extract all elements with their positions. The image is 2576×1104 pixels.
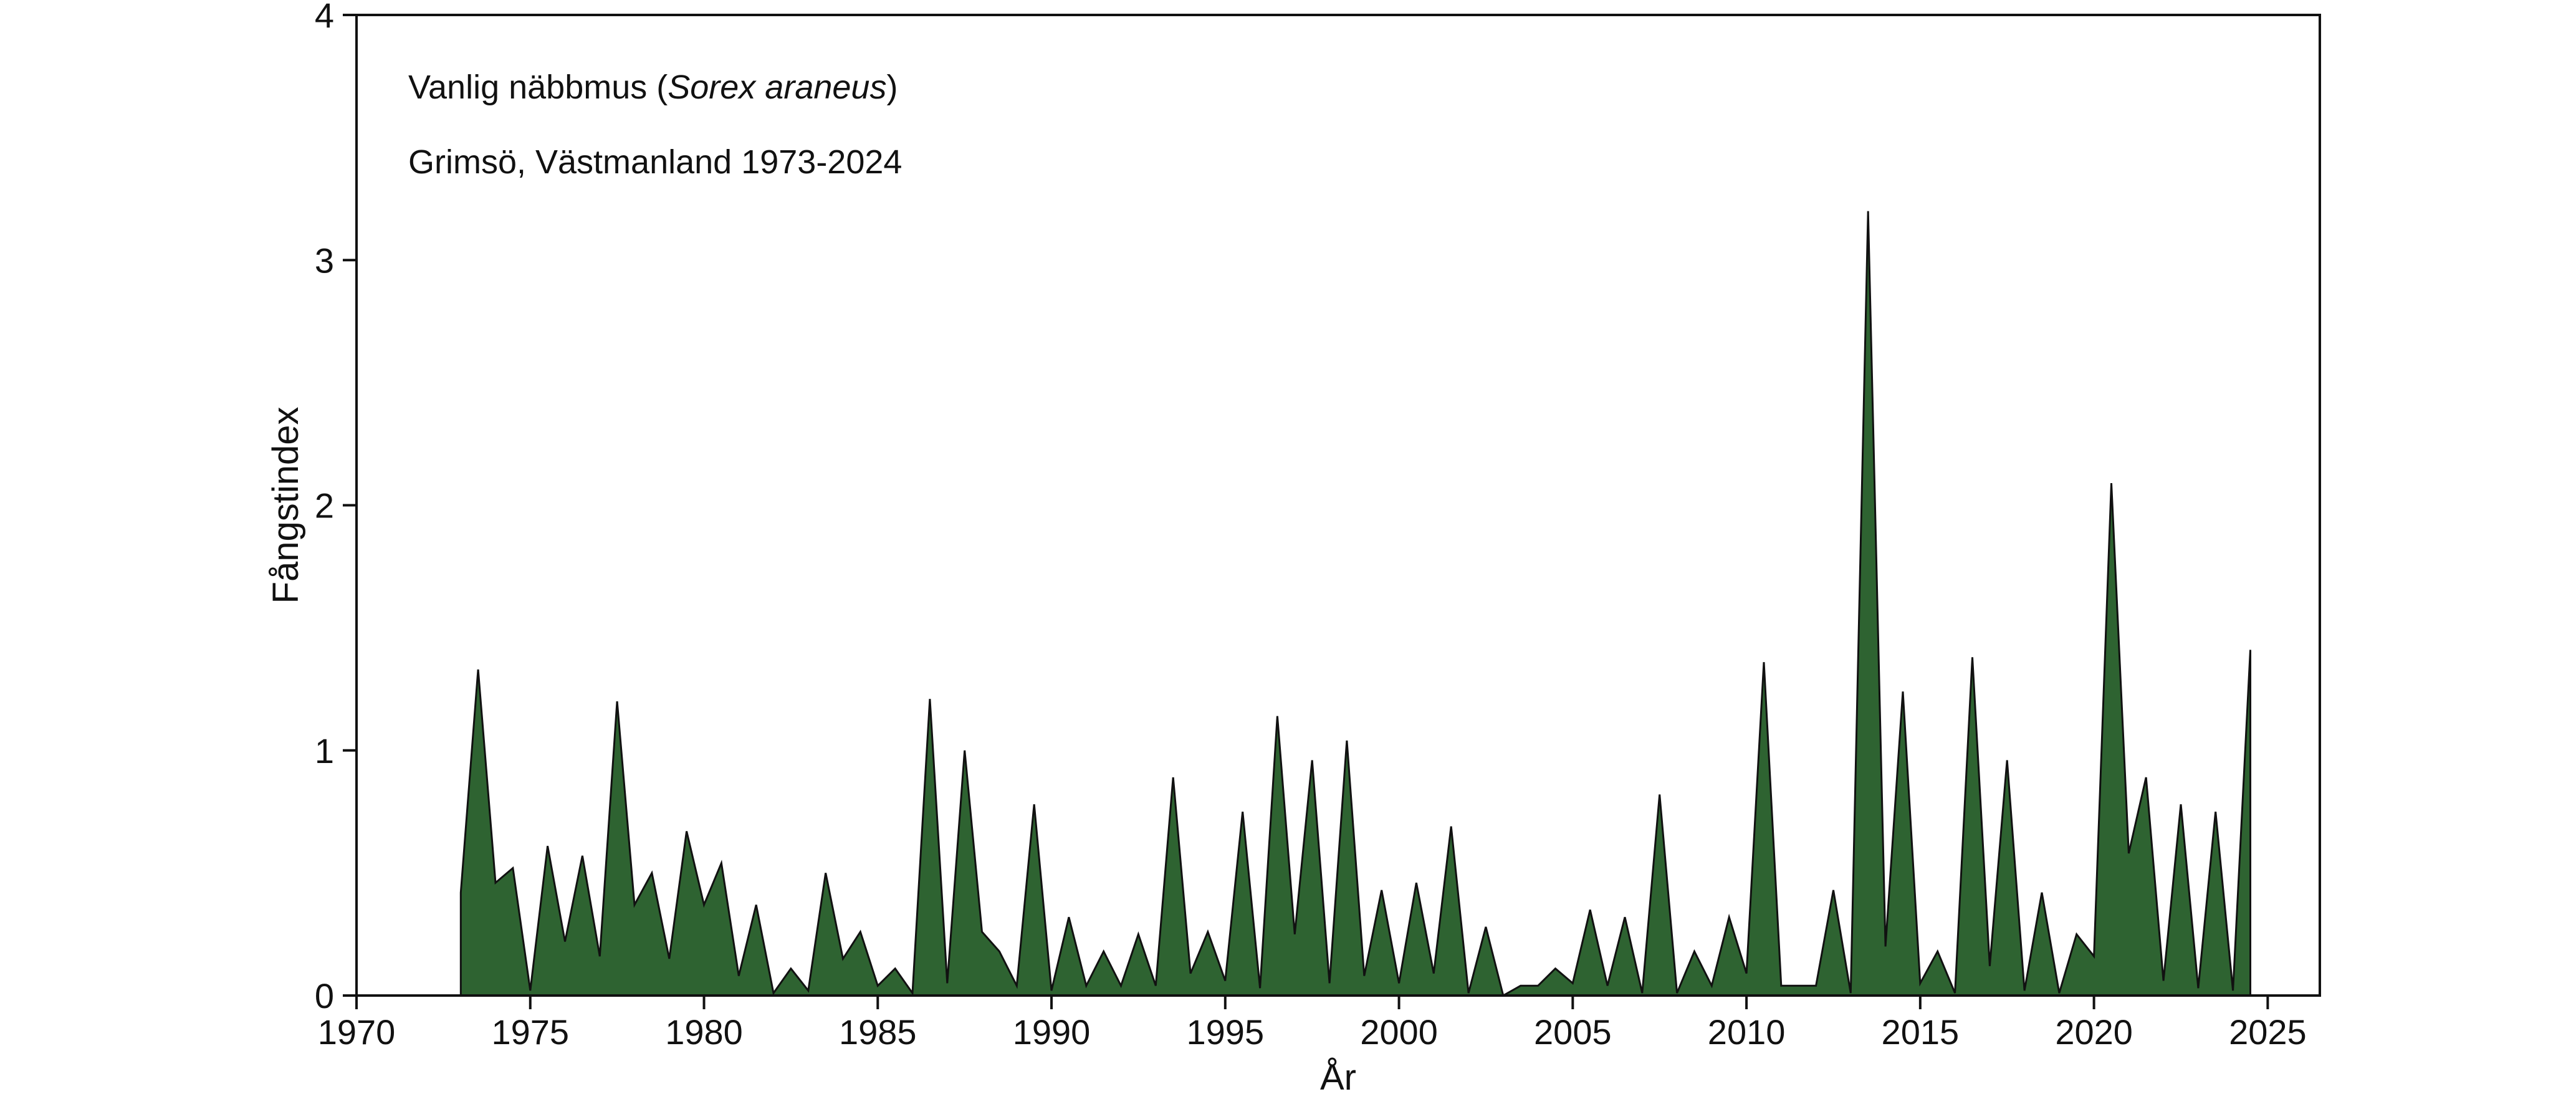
x-tick-label: 2000 bbox=[1360, 1012, 1438, 1052]
y-tick-label: 4 bbox=[315, 0, 334, 35]
chart-title-location: Grimsö, Västmanland 1973-2024 bbox=[408, 143, 902, 181]
x-tick-label: 1980 bbox=[665, 1012, 743, 1052]
x-tick-label: 1985 bbox=[839, 1012, 917, 1052]
title-species: Sorex araneus bbox=[668, 69, 886, 106]
x-axis-title: År bbox=[1320, 1057, 1356, 1098]
x-tick-label: 2025 bbox=[2229, 1012, 2307, 1052]
x-tick-label: 1995 bbox=[1187, 1012, 1265, 1052]
y-tick-label: 3 bbox=[315, 241, 334, 280]
y-tick-label: 2 bbox=[315, 486, 334, 526]
title-prefix: Vanlig näbbmus ( bbox=[408, 69, 668, 106]
chart-title-species: Vanlig näbbmus (Sorex araneus) bbox=[408, 69, 898, 106]
y-tick-label: 1 bbox=[315, 731, 334, 770]
x-tick-label: 1975 bbox=[491, 1012, 569, 1052]
x-tick-label: 2020 bbox=[2055, 1012, 2133, 1052]
x-tick-label: 2005 bbox=[1534, 1012, 1612, 1052]
x-tick-label: 1990 bbox=[1013, 1012, 1091, 1052]
x-tick-label: 2010 bbox=[1708, 1012, 1786, 1052]
y-tick-label: 0 bbox=[315, 976, 334, 1015]
x-axis: 1970 1975 1980 1985 1990 1995 2000 2005 2010 2015… bbox=[318, 996, 2307, 1052]
x-tick-label: 2015 bbox=[1882, 1012, 1960, 1052]
x-tick-label: 1970 bbox=[318, 1012, 396, 1052]
title-suffix: ) bbox=[886, 69, 898, 106]
y-axis: 0 1 2 3 4 bbox=[315, 0, 357, 1015]
y-axis-title: Fångstindex bbox=[266, 407, 306, 604]
area-series bbox=[459, 211, 2251, 997]
